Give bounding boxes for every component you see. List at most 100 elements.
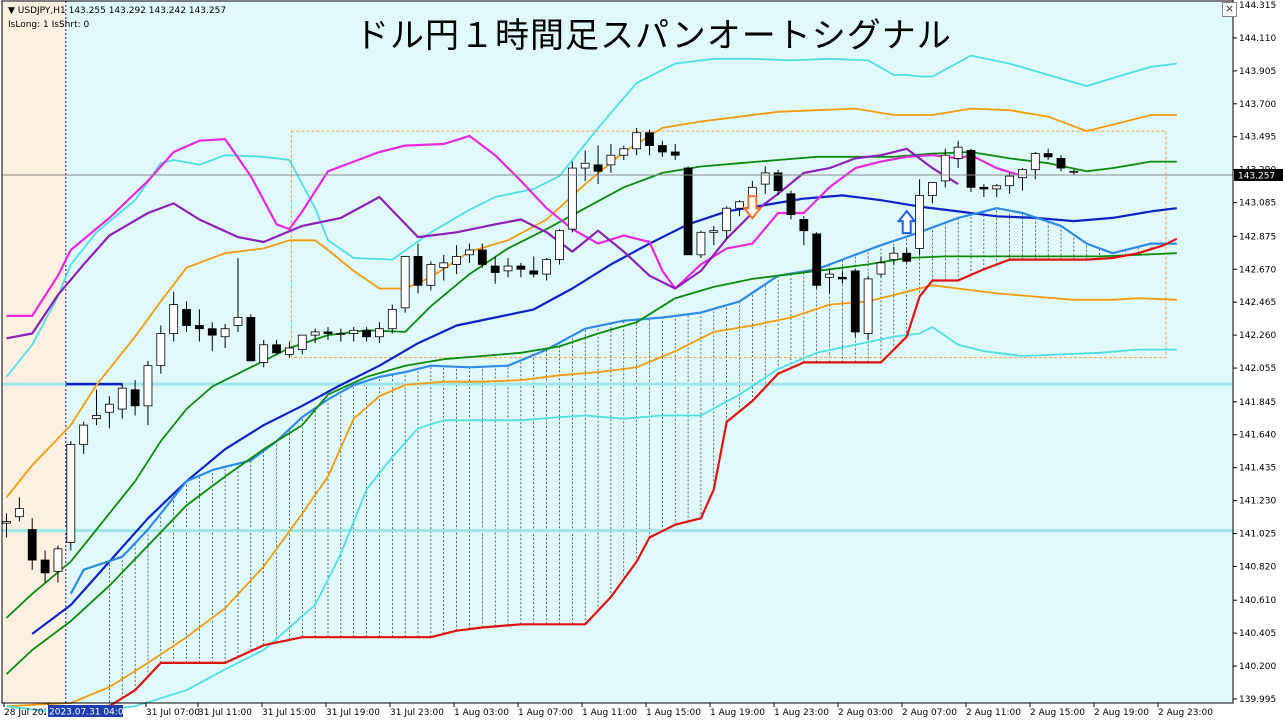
bullish-candle-body [928, 182, 937, 196]
kumo-hatch [109, 208, 1165, 707]
bearish-candle-body [362, 329, 371, 338]
candle [645, 129, 654, 156]
candle [40, 550, 50, 583]
candle [503, 258, 513, 278]
x-tick-label: 1 Aug 19:00 [710, 708, 765, 718]
bullish-candle-body [233, 317, 243, 326]
bearish-candle-body [773, 172, 783, 191]
candle [760, 166, 770, 194]
x-tick-label: 31 Jul 15:00 [262, 708, 316, 718]
candle [53, 545, 63, 583]
bullish-candle-body [760, 172, 770, 185]
candle [1018, 168, 1027, 191]
y-tick-label: 141.230 [1239, 497, 1276, 507]
bearish-candle-body [27, 529, 37, 561]
bullish-candle-body [53, 548, 63, 572]
x-highlight-label: 2023.07.31 04:00 [49, 708, 130, 718]
bearish-candle-body [516, 265, 526, 270]
bullish-candle-body [400, 256, 410, 309]
x-tick-label: 31 Jul 11:00 [198, 708, 252, 718]
bullish-candle-body [310, 331, 320, 336]
buy-signal-arrow [896, 209, 917, 235]
candle [1056, 155, 1066, 172]
y-tick-label: 144.315 [1239, 1, 1276, 11]
candle [92, 389, 101, 426]
y-tick-label: 141.640 [1239, 431, 1276, 441]
bearish-candle-body [799, 219, 809, 232]
y-tick-label: 140.200 [1239, 662, 1276, 672]
candle [233, 258, 243, 332]
x-tick-label: 2 Aug 19:00 [1094, 708, 1149, 718]
bullish-candle-body [285, 347, 294, 355]
candle [285, 341, 294, 358]
candle [246, 314, 256, 362]
candle [207, 322, 217, 352]
candle [825, 269, 834, 294]
candle [413, 243, 423, 294]
y-tick-label: 139.995 [1239, 695, 1276, 705]
bearish-candle-body [979, 186, 989, 190]
bullish-candle-body [220, 328, 230, 338]
bearish-candle-body [838, 276, 847, 280]
candle [297, 334, 307, 355]
candle [567, 161, 577, 233]
candle [850, 269, 860, 337]
bearish-candle-body [413, 256, 423, 286]
candle [555, 229, 564, 265]
candle [220, 323, 230, 348]
candle [966, 148, 976, 193]
cyan-lower-line [6, 326, 1177, 716]
y-tick-label: 141.025 [1239, 530, 1276, 540]
bullish-candle-body [1018, 169, 1027, 179]
x-tick-label: 28 Jul 2023 [4, 708, 55, 718]
candle [992, 184, 1002, 197]
x-tick-label: 1 Aug 23:00 [774, 708, 829, 718]
indicator-readout: IsLong: 1 IsShrt: 0 [8, 20, 90, 30]
candle [362, 327, 371, 342]
candle [619, 145, 629, 161]
candle [169, 291, 179, 342]
bullish-candle-body [709, 230, 719, 233]
y-tick-label: 140.405 [1239, 629, 1276, 639]
bullish-candle-body [953, 146, 963, 159]
bearish-candle-body [477, 249, 487, 265]
bullish-candle-body [66, 443, 76, 543]
bearish-candle-body [529, 270, 539, 275]
bearish-candle-body [272, 344, 281, 354]
bearish-candle-body [1043, 153, 1053, 158]
x-tick-label: 1 Aug 03:00 [454, 708, 509, 718]
candle [979, 184, 989, 197]
x-tick-label: 2 Aug 11:00 [966, 708, 1021, 718]
bullish-candle-body [169, 304, 179, 334]
candle [194, 309, 204, 342]
bullish-candle-body [14, 508, 24, 518]
bearish-candle-body [490, 265, 500, 273]
bullish-candle-body [580, 162, 590, 169]
candle [670, 143, 680, 161]
candle [953, 140, 963, 169]
bearish-candle-body [657, 145, 667, 153]
candle [529, 256, 539, 278]
candle [838, 270, 847, 284]
y-tick-label: 142.055 [1239, 364, 1276, 374]
candle [632, 127, 642, 156]
close-button[interactable]: × [1222, 2, 1237, 17]
candle [735, 200, 744, 217]
y-tick-label: 143.085 [1239, 199, 1276, 209]
plot-frame [1, 0, 1234, 704]
y-tick-label: 142.875 [1239, 232, 1276, 242]
bearish-candle-body [902, 252, 912, 262]
candle [940, 148, 950, 188]
bullish-candle-body [825, 273, 834, 278]
bullish-candle-body [117, 387, 127, 410]
bullish-candle-body [722, 207, 732, 232]
candle [375, 322, 384, 344]
candle [272, 339, 281, 355]
candle [117, 383, 127, 419]
magenta-lag-line [6, 134, 1023, 317]
candle [14, 497, 24, 522]
candle [465, 243, 474, 263]
candle [490, 256, 500, 284]
